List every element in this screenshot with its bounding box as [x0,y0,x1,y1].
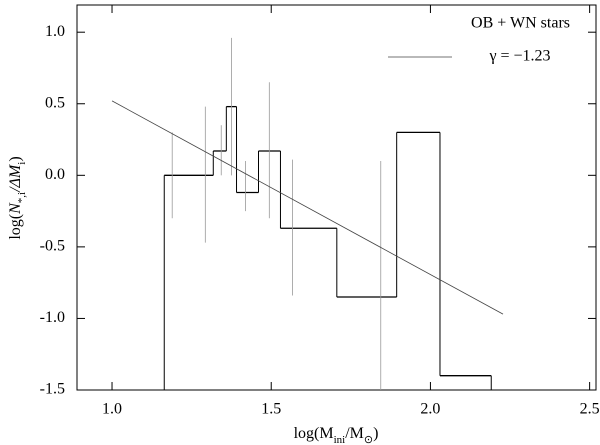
fit-line [111,100,504,315]
x-tick-label: 1.0 [102,401,122,418]
x-axis-label-part: log(M [294,425,334,442]
x-axis-label-part: /M [345,425,364,442]
y-tick-label: 0.5 [45,94,65,111]
y-tick-label: -1.5 [40,381,65,398]
y-axis-label-part: log( [7,214,24,240]
y-axis-label: log(N*,i/ΔMi) [7,156,28,239]
y-tick-label: -0.5 [40,238,65,255]
x-tick-label: 2.5 [580,401,600,418]
legend-title: OB + WN stars [471,15,570,32]
x-axis-label-part: ini [334,434,346,445]
y-tick-label: 0.0 [45,166,65,183]
x-tick-label: 1.5 [261,401,281,418]
legend-label: γ = −1.23 [488,48,550,65]
y-axis-label-part: *,i [16,192,28,203]
y-axis-label-part: /ΔM [7,163,24,193]
y-axis-label-part: ) [7,156,24,161]
x-axis-label: log(Mini/M⊙) [294,425,379,445]
y-axis-label-part: N [7,202,24,215]
y-axis-label-part: i [16,162,28,165]
x-axis-label-part: ⊙ [364,434,373,445]
x-tick-label: 2.0 [420,401,440,418]
y-tick-label: -1.0 [40,309,65,326]
y-tick-label: 1.0 [45,23,65,40]
plot-frame [76,4,597,391]
x-axis-label-part: ) [373,425,378,442]
